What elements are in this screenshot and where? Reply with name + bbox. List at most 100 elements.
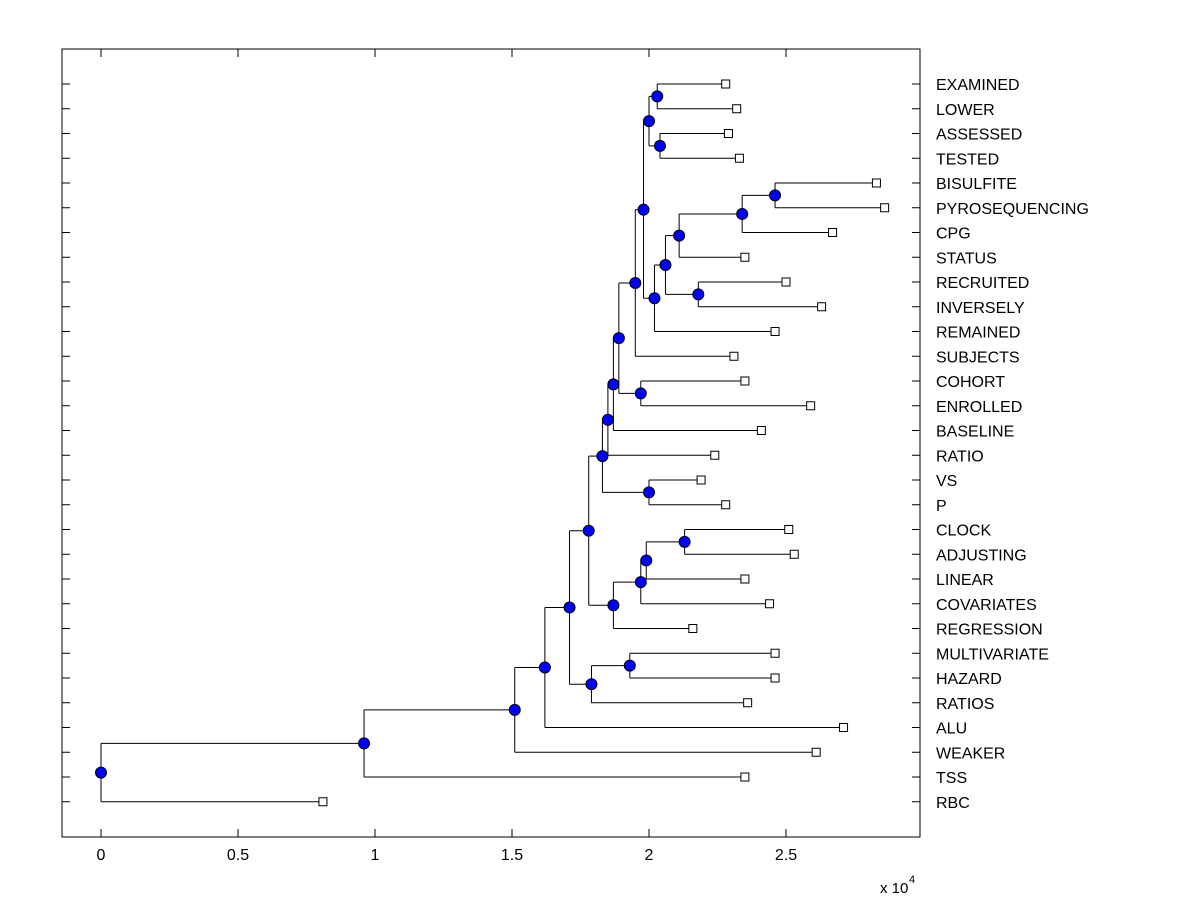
- node-marker: [623, 659, 636, 672]
- leaf-marker: [740, 376, 750, 386]
- node-marker: [673, 229, 686, 242]
- x-axis-multiplier: x 10 4: [880, 874, 915, 897]
- leaf-label: SUBJECTS: [936, 349, 1020, 366]
- leaf-label: ASSESSED: [936, 127, 1022, 144]
- leaf-marker: [770, 673, 780, 683]
- leaf-label: MULTIVARIATE: [936, 646, 1049, 663]
- leaf-label: VS: [936, 473, 957, 490]
- leaf-marker: [828, 228, 838, 237]
- leaf-label: REGRESSION: [936, 622, 1043, 639]
- leaf-marker: [765, 599, 775, 609]
- leaf-marker: [784, 525, 794, 534]
- node-marker: [643, 486, 655, 499]
- x-tick-label: 0.5: [227, 847, 249, 864]
- leaf-label: RATIO: [936, 448, 984, 465]
- leaf-marker: [781, 277, 791, 287]
- leaf-marker: [318, 797, 328, 807]
- leaf-marker: [740, 772, 750, 782]
- x-multiplier-text: x 10: [880, 880, 908, 897]
- leaf-marker: [723, 129, 733, 138]
- leaf-label: CLOCK: [936, 523, 991, 540]
- leaf-label: TESTED: [936, 151, 999, 168]
- leaf-label: WEAKER: [936, 745, 1005, 762]
- node-marker: [582, 524, 595, 537]
- leaf-label: COHORT: [936, 374, 1005, 391]
- leaf-label: COVARIATES: [936, 597, 1037, 614]
- leaf-marker: [721, 79, 731, 89]
- leaf-label: STATUS: [936, 250, 997, 267]
- leaf-marker: [732, 104, 742, 114]
- node-marker: [643, 115, 655, 128]
- leaf-marker: [789, 549, 799, 559]
- node-marker: [651, 90, 664, 103]
- x-tick-label: 1.5: [501, 847, 523, 864]
- leaf-label: REMAINED: [936, 325, 1020, 342]
- leaf-label: ALU: [936, 721, 967, 738]
- node-marker: [769, 189, 782, 202]
- leaf-marker: [688, 624, 698, 633]
- leaf-marker: [756, 426, 766, 435]
- leaf-label: BASELINE: [936, 424, 1014, 441]
- leaf-marker: [880, 203, 890, 213]
- node-marker: [358, 737, 371, 750]
- leaf-marker: [770, 327, 780, 336]
- leaf-labels: EXAMINED LOWER ASSESSED TESTED BISULFITE PYRO…: [936, 77, 1089, 812]
- leaf-label: INVERSELY: [936, 300, 1025, 317]
- leaf-label: LINEAR: [936, 572, 994, 589]
- leaf-marker: [743, 698, 753, 708]
- node-marker: [659, 258, 672, 271]
- x-tick-label: 2.5: [775, 847, 797, 864]
- node-marker: [736, 207, 749, 220]
- node-marker: [634, 387, 647, 400]
- node-marker: [538, 661, 551, 674]
- leaf-marker: [729, 351, 739, 361]
- node-marker: [607, 378, 620, 391]
- leaf-label: ENROLLED: [936, 399, 1022, 416]
- node-marker: [596, 450, 609, 463]
- axis-ticks: [62, 49, 920, 837]
- x-tick-label: 2: [645, 847, 654, 864]
- node-marker: [95, 766, 107, 779]
- leaf-marker: [811, 747, 821, 757]
- leaf-marker: [770, 648, 780, 658]
- leaf-label: TSS: [936, 770, 967, 787]
- leaf-label: RATIOS: [936, 696, 994, 713]
- leaf-label: RECRUITED: [936, 275, 1029, 292]
- node-marker: [678, 535, 691, 548]
- leaf-marker: [817, 302, 827, 312]
- leaf-markers: [318, 79, 890, 807]
- node-marker: [508, 703, 521, 716]
- leaf-label: HAZARD: [936, 671, 1002, 688]
- leaf-marker: [871, 178, 881, 188]
- node-marker: [640, 554, 653, 567]
- leaf-marker: [740, 574, 750, 584]
- node-marker: [585, 678, 598, 691]
- leaf-label: RBC: [936, 795, 970, 812]
- plot-area: [61, 48, 921, 838]
- node-marker: [637, 203, 650, 216]
- node-markers: [95, 90, 782, 779]
- leaf-label: PYROSEQUENCING: [936, 201, 1089, 218]
- leaf-label: CPG: [936, 226, 971, 243]
- leaf-marker: [721, 500, 731, 510]
- node-marker: [563, 601, 576, 614]
- leaf-label: EXAMINED: [936, 77, 1020, 94]
- node-marker: [601, 413, 614, 426]
- x-tick-label: 1: [371, 847, 380, 864]
- leaf-marker: [806, 401, 816, 411]
- node-marker: [692, 288, 705, 301]
- leaf-label: ADJUSTING: [936, 547, 1027, 564]
- node-marker: [629, 276, 642, 289]
- leaf-marker: [696, 475, 706, 485]
- x-tick-labels: 0 0.5 1 1.5 2 2.5: [97, 847, 798, 864]
- leaf-marker: [734, 153, 744, 163]
- x-multiplier-exponent: 4: [909, 874, 915, 886]
- leaf-label: P: [936, 498, 947, 515]
- leaf-label: LOWER: [936, 102, 995, 119]
- node-marker: [648, 292, 661, 305]
- leaf-marker: [839, 723, 849, 732]
- leaf-marker: [740, 252, 750, 262]
- node-marker: [653, 139, 666, 152]
- node-marker: [612, 332, 625, 345]
